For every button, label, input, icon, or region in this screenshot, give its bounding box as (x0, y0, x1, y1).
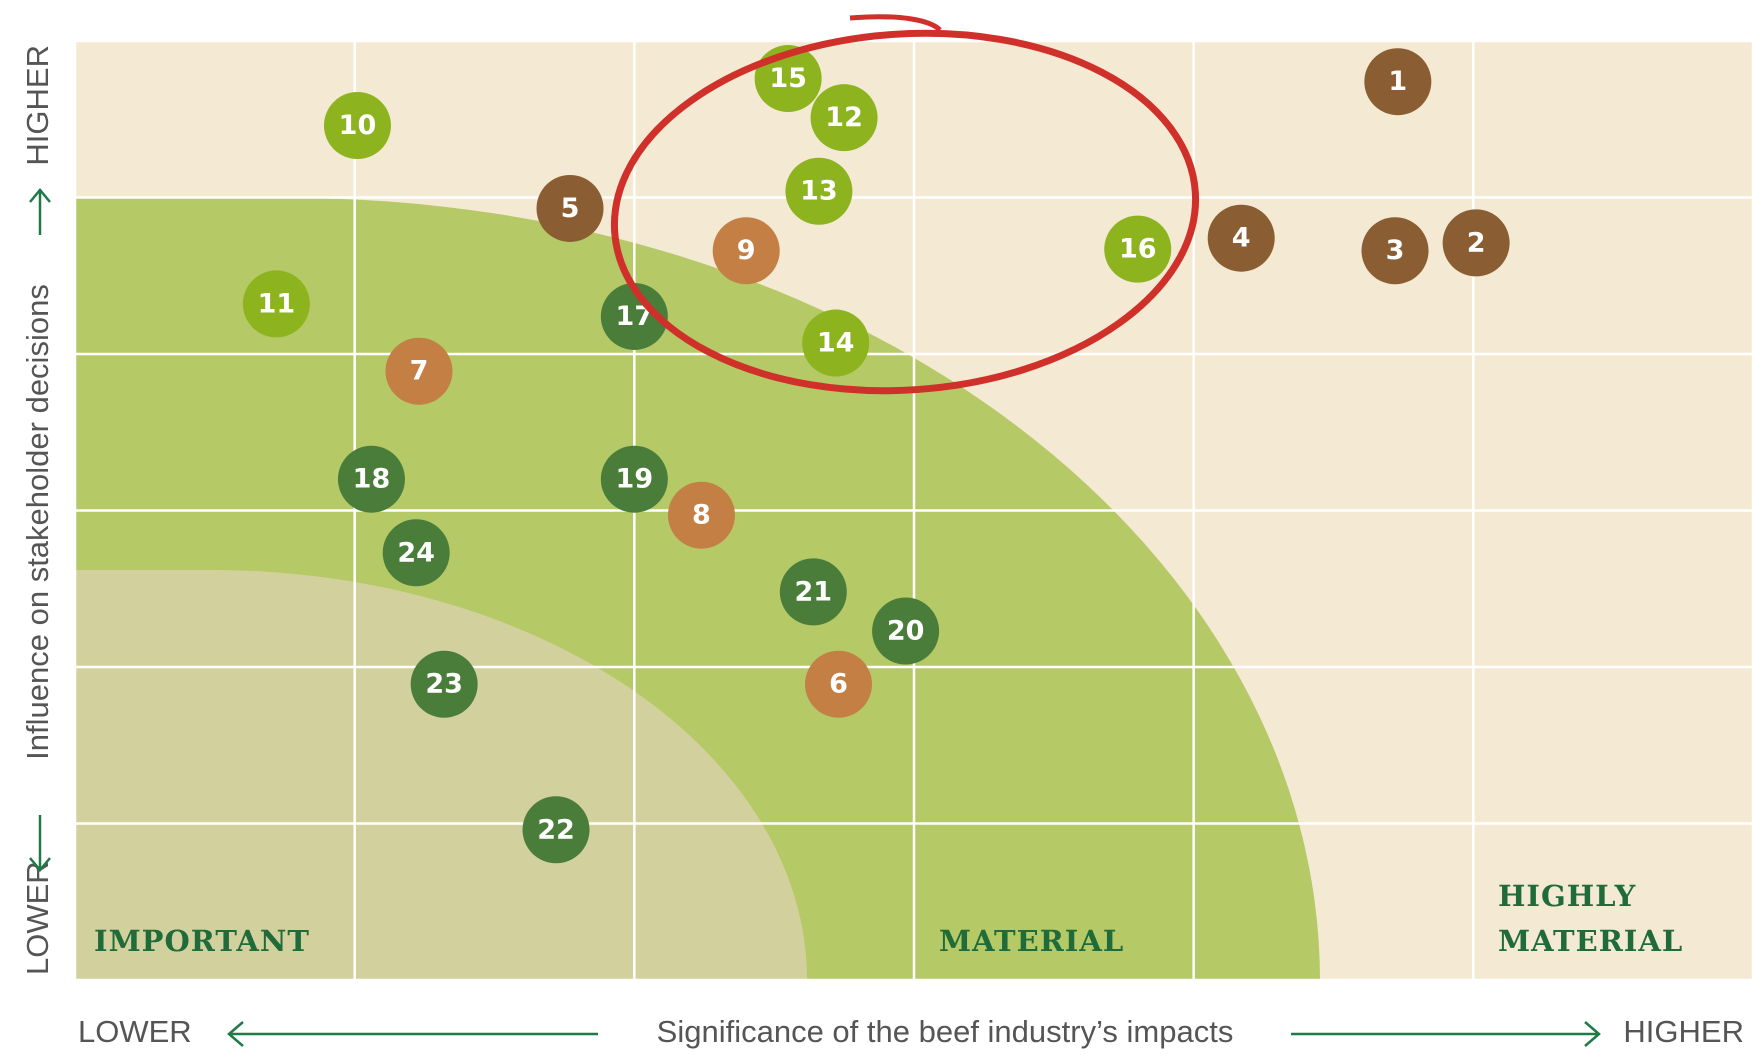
bubble-label: 16 (1119, 234, 1157, 265)
bubble-label: 19 (616, 464, 654, 495)
bubble (804, 650, 872, 718)
bubble-label: 21 (795, 576, 833, 607)
bubble-label: 13 (800, 176, 838, 207)
bubble (1442, 209, 1510, 277)
zone-label: HIGHLY (1498, 879, 1636, 913)
bubble-label: 7 (410, 356, 429, 387)
bubble (1364, 48, 1432, 116)
bubble (600, 445, 668, 513)
bubble-label: 15 (769, 63, 807, 94)
bubble-label: 9 (737, 235, 756, 266)
bubble (410, 650, 478, 718)
bubble-label: 18 (353, 464, 391, 495)
bubble (810, 84, 878, 152)
x-arrow-left (227, 1021, 598, 1047)
bubble-label: 3 (1386, 235, 1405, 266)
bubble (785, 157, 853, 225)
bubble (667, 481, 735, 549)
bubble (802, 309, 870, 377)
bubble (536, 174, 604, 242)
highlight-circle (610, 29, 1200, 395)
bubble (242, 270, 310, 338)
bubble-label: 10 (339, 110, 377, 141)
bubble (522, 796, 590, 864)
bubble-label: 8 (692, 500, 711, 531)
y-arrow-down (29, 815, 51, 872)
highlight-stroke (849, 14, 942, 32)
y-high-label: HIGHER (20, 45, 55, 166)
bubble-label: 2 (1467, 227, 1486, 258)
bubble-label: 22 (537, 814, 575, 845)
bubble-label: 4 (1232, 223, 1251, 254)
zone-label: MATERIAL (939, 924, 1124, 958)
bubble (382, 519, 450, 587)
bubble-label: 24 (397, 537, 435, 568)
y-arrow-up (29, 188, 51, 235)
bubble-label: 20 (887, 616, 925, 647)
bubble-label: 11 (258, 288, 296, 319)
bubble (600, 282, 668, 350)
zone-label: MATERIAL (1498, 924, 1683, 958)
bubble (1361, 217, 1429, 285)
zone-label: IMPORTANT (94, 924, 310, 958)
bubble (1104, 215, 1172, 283)
bubble-label: 6 (829, 669, 848, 700)
bubble-label: 14 (817, 328, 855, 359)
y-axis: LOWER Influence on stakeholder decisions… (20, 45, 55, 975)
bubble (323, 92, 391, 160)
bubble-label: 23 (425, 669, 463, 700)
x-arrow-right (1291, 1021, 1601, 1047)
bubble (1207, 204, 1275, 272)
x-low-label: LOWER (78, 1014, 192, 1049)
y-low-label: LOWER (20, 861, 55, 975)
x-axis-title: Significance of the beef industry’s impa… (657, 1014, 1234, 1049)
important-zone (75, 570, 807, 980)
y-axis-title: Influence on stakeholder decisions (20, 284, 55, 760)
bubble (712, 217, 780, 285)
bubble-label: 5 (561, 193, 580, 224)
bubble (337, 445, 405, 513)
bubble-label: 1 (1388, 66, 1407, 97)
bubble-label: 12 (825, 102, 863, 133)
bubble (385, 337, 453, 405)
x-high-label: HIGHER (1623, 1014, 1744, 1049)
bubble (779, 558, 847, 626)
bubble (872, 597, 940, 665)
